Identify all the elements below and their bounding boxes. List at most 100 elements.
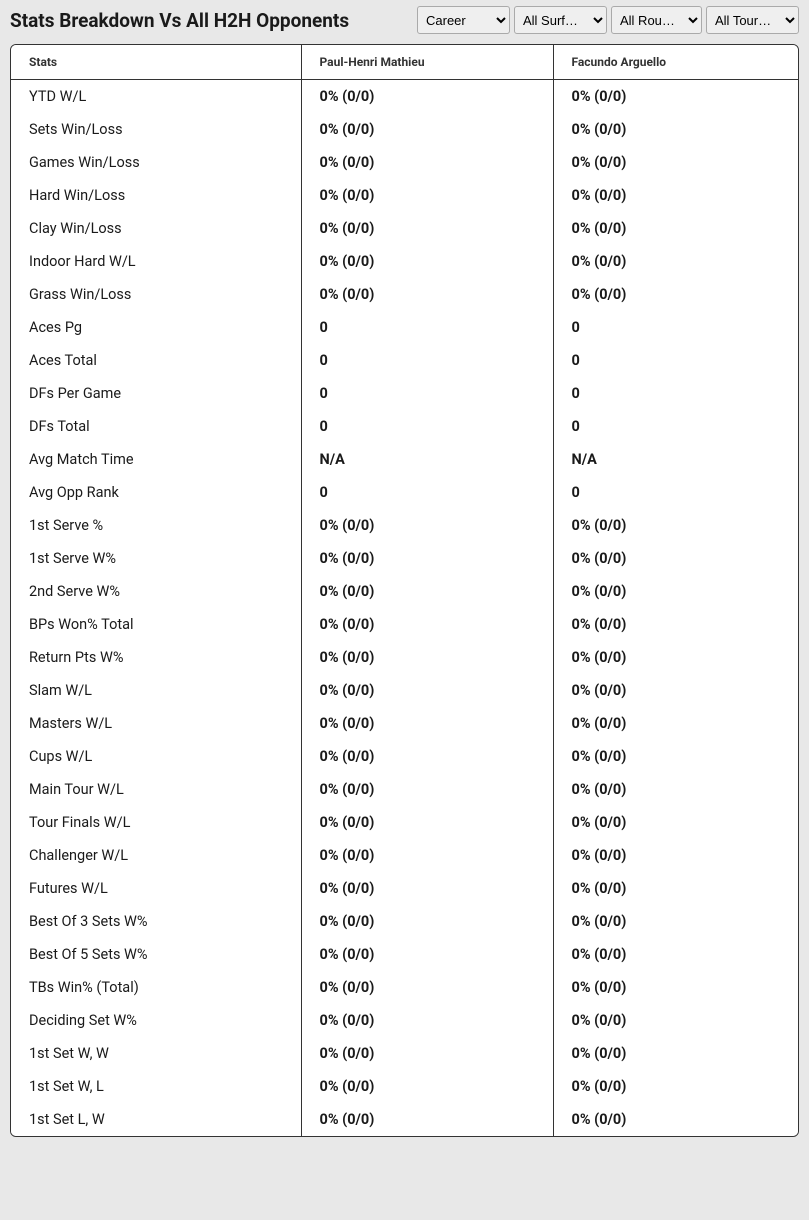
table-row: 1st Set W, W0% (0/0)0% (0/0): [11, 1037, 798, 1070]
stat-label: Games Win/Loss: [11, 146, 301, 179]
table-row: BPs Won% Total0% (0/0)0% (0/0): [11, 608, 798, 641]
stat-value-player1: 0% (0/0): [301, 872, 553, 905]
table-header-row: Stats Paul-Henri Mathieu Facundo Arguell…: [11, 45, 798, 80]
stat-value-player1: 0% (0/0): [301, 212, 553, 245]
stat-value-player2: 0: [553, 476, 798, 509]
stat-value-player2: 0% (0/0): [553, 806, 798, 839]
column-header-player1: Paul-Henri Mathieu: [301, 45, 553, 80]
stat-value-player2: 0% (0/0): [553, 113, 798, 146]
stat-value-player1: 0% (0/0): [301, 146, 553, 179]
table-row: Best Of 5 Sets W%0% (0/0)0% (0/0): [11, 938, 798, 971]
stat-value-player2: 0% (0/0): [553, 938, 798, 971]
table-row: 1st Set W, L0% (0/0)0% (0/0): [11, 1070, 798, 1103]
table-row: Aces Total00: [11, 344, 798, 377]
stat-label: Avg Opp Rank: [11, 476, 301, 509]
table-row: Best Of 3 Sets W%0% (0/0)0% (0/0): [11, 905, 798, 938]
filter-group: Career All Surf… All Rou… All Tour…: [417, 6, 799, 34]
stat-value-player2: 0% (0/0): [553, 212, 798, 245]
stat-value-player2: 0% (0/0): [553, 1004, 798, 1037]
table-row: TBs Win% (Total)0% (0/0)0% (0/0): [11, 971, 798, 1004]
stat-value-player1: 0: [301, 410, 553, 443]
stat-value-player2: 0% (0/0): [553, 1070, 798, 1103]
stat-value-player1: 0% (0/0): [301, 707, 553, 740]
filter-time-select[interactable]: Career: [417, 6, 510, 34]
table-row: Cups W/L0% (0/0)0% (0/0): [11, 740, 798, 773]
filter-round-select[interactable]: All Rou…: [611, 6, 702, 34]
table-row: Games Win/Loss0% (0/0)0% (0/0): [11, 146, 798, 179]
page-title: Stats Breakdown Vs All H2H Opponents: [10, 9, 349, 32]
stat-value-player1: 0: [301, 311, 553, 344]
stat-label: Tour Finals W/L: [11, 806, 301, 839]
table-row: Aces Pg00: [11, 311, 798, 344]
table-row: 1st Serve W%0% (0/0)0% (0/0): [11, 542, 798, 575]
table-row: Main Tour W/L0% (0/0)0% (0/0): [11, 773, 798, 806]
stat-label: Masters W/L: [11, 707, 301, 740]
table-row: YTD W/L0% (0/0)0% (0/0): [11, 80, 798, 114]
table-row: Return Pts W%0% (0/0)0% (0/0): [11, 641, 798, 674]
stat-value-player2: 0% (0/0): [553, 773, 798, 806]
table-row: Challenger W/L0% (0/0)0% (0/0): [11, 839, 798, 872]
table-row: Masters W/L0% (0/0)0% (0/0): [11, 707, 798, 740]
stat-value-player2: 0: [553, 344, 798, 377]
stat-value-player1: 0: [301, 344, 553, 377]
stat-label: Challenger W/L: [11, 839, 301, 872]
stat-label: 1st Serve W%: [11, 542, 301, 575]
stat-label: Sets Win/Loss: [11, 113, 301, 146]
stat-label: Main Tour W/L: [11, 773, 301, 806]
stat-value-player2: 0% (0/0): [553, 245, 798, 278]
stat-value-player2: 0% (0/0): [553, 509, 798, 542]
stat-value-player2: 0% (0/0): [553, 707, 798, 740]
table-row: Sets Win/Loss0% (0/0)0% (0/0): [11, 113, 798, 146]
table-row: Hard Win/Loss0% (0/0)0% (0/0): [11, 179, 798, 212]
table-row: 1st Set L, W0% (0/0)0% (0/0): [11, 1103, 798, 1136]
stat-label: TBs Win% (Total): [11, 971, 301, 1004]
stat-value-player1: 0% (0/0): [301, 938, 553, 971]
stat-value-player2: 0% (0/0): [553, 1103, 798, 1136]
footer-spacer: [0, 1137, 809, 1149]
stat-label: 1st Set W, W: [11, 1037, 301, 1070]
stat-value-player1: 0% (0/0): [301, 1004, 553, 1037]
table-row: DFs Per Game00: [11, 377, 798, 410]
stat-value-player2: 0% (0/0): [553, 146, 798, 179]
stat-value-player2: 0% (0/0): [553, 674, 798, 707]
stat-label: Return Pts W%: [11, 641, 301, 674]
table-row: Deciding Set W%0% (0/0)0% (0/0): [11, 1004, 798, 1037]
stat-value-player2: 0% (0/0): [553, 80, 798, 114]
filter-tour-select[interactable]: All Tour…: [706, 6, 799, 34]
stat-value-player2: 0% (0/0): [553, 278, 798, 311]
stat-value-player1: 0% (0/0): [301, 806, 553, 839]
stat-value-player1: 0% (0/0): [301, 674, 553, 707]
stat-value-player1: 0% (0/0): [301, 641, 553, 674]
stat-label: 1st Serve %: [11, 509, 301, 542]
stat-value-player2: 0% (0/0): [553, 542, 798, 575]
stat-label: DFs Total: [11, 410, 301, 443]
stat-value-player1: 0% (0/0): [301, 773, 553, 806]
table-row: Avg Match TimeN/AN/A: [11, 443, 798, 476]
stat-value-player1: 0% (0/0): [301, 608, 553, 641]
stat-label: Aces Total: [11, 344, 301, 377]
stat-value-player1: 0% (0/0): [301, 575, 553, 608]
stat-label: Best Of 3 Sets W%: [11, 905, 301, 938]
stat-value-player2: N/A: [553, 443, 798, 476]
stat-value-player1: 0% (0/0): [301, 971, 553, 1004]
stat-value-player1: 0% (0/0): [301, 80, 553, 114]
stat-value-player1: 0% (0/0): [301, 179, 553, 212]
stat-value-player1: 0% (0/0): [301, 905, 553, 938]
stat-label: Aces Pg: [11, 311, 301, 344]
stat-value-player2: 0% (0/0): [553, 905, 798, 938]
table-row: Tour Finals W/L0% (0/0)0% (0/0): [11, 806, 798, 839]
stat-value-player1: 0: [301, 476, 553, 509]
stat-value-player1: 0% (0/0): [301, 839, 553, 872]
stat-label: Hard Win/Loss: [11, 179, 301, 212]
table-row: 2nd Serve W%0% (0/0)0% (0/0): [11, 575, 798, 608]
table-row: Slam W/L0% (0/0)0% (0/0): [11, 674, 798, 707]
stat-value-player2: 0: [553, 377, 798, 410]
stat-value-player2: 0% (0/0): [553, 839, 798, 872]
stat-label: YTD W/L: [11, 80, 301, 114]
stat-label: Clay Win/Loss: [11, 212, 301, 245]
stat-value-player1: 0% (0/0): [301, 1070, 553, 1103]
stat-value-player1: 0% (0/0): [301, 740, 553, 773]
table-row: Futures W/L0% (0/0)0% (0/0): [11, 872, 798, 905]
stat-value-player2: 0% (0/0): [553, 608, 798, 641]
filter-surface-select[interactable]: All Surf…: [514, 6, 607, 34]
